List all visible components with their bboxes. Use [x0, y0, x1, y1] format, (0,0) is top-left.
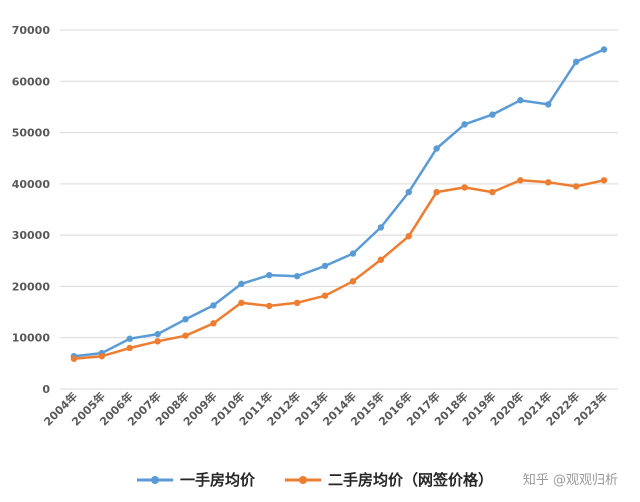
- data-point: [572, 58, 580, 65]
- legend-marker-2: [299, 476, 307, 484]
- data-point: [405, 232, 412, 240]
- data-point: [98, 352, 106, 360]
- data-point: [238, 299, 245, 307]
- legend-label-1: 一手房均价: [180, 471, 256, 489]
- data-point: [545, 101, 552, 108]
- series-line-1: [73, 48, 605, 358]
- data-point: [461, 121, 468, 128]
- gridlines: [60, 29, 618, 390]
- data-point: [349, 278, 357, 285]
- data-point: [461, 184, 468, 191]
- series-group: [70, 46, 608, 362]
- data-point: [572, 183, 580, 190]
- data-point: [126, 335, 133, 342]
- data-point: [377, 224, 385, 231]
- y-tick-label: 50000: [12, 127, 51, 140]
- y-tick-label: 10000: [12, 332, 51, 345]
- data-point: [154, 338, 161, 345]
- watermark-text: 知乎 @观观归析: [523, 472, 618, 488]
- y-tick-label: 0: [42, 383, 50, 396]
- series-line-2: [73, 179, 605, 360]
- data-point: [405, 188, 412, 196]
- data-point: [70, 355, 78, 362]
- data-point: [154, 330, 161, 338]
- data-point: [266, 302, 273, 310]
- data-point: [210, 320, 217, 327]
- data-point: [517, 97, 524, 104]
- data-point: [489, 111, 496, 118]
- data-point: [238, 280, 245, 288]
- y-tick-label: 70000: [12, 24, 51, 37]
- data-point: [293, 272, 301, 280]
- y-tick-label: 20000: [12, 280, 51, 293]
- y-tick-label: 30000: [12, 229, 51, 242]
- legend-marker-1: [151, 476, 159, 484]
- data-point: [377, 256, 385, 263]
- y-axis-ticks: 0 10000 20000 30000 40000 50000 60000 70000: [12, 24, 51, 396]
- data-point: [321, 292, 329, 299]
- data-point: [210, 302, 217, 309]
- y-tick-label: 40000: [12, 178, 51, 191]
- data-point: [266, 271, 273, 279]
- data-point: [600, 46, 608, 53]
- data-point: [433, 188, 440, 196]
- data-point: [182, 332, 189, 339]
- data-point: [321, 262, 329, 270]
- data-point: [349, 250, 357, 257]
- legend-label-2: 二手房均价（网签价格）: [328, 471, 493, 489]
- data-point: [545, 179, 552, 186]
- x-axis-ticks: 2004年2005年2006年2007年2008年2009年2010年2011年…: [41, 389, 610, 428]
- data-point: [517, 177, 524, 184]
- y-tick-label: 60000: [12, 75, 51, 88]
- data-point: [489, 188, 496, 196]
- legend: 一手房均价 二手房均价（网签价格）: [137, 471, 493, 489]
- data-point: [293, 299, 301, 307]
- data-point: [126, 344, 133, 352]
- series-1: [70, 46, 608, 360]
- data-point: [433, 145, 440, 152]
- series-2: [70, 177, 608, 362]
- data-point: [600, 177, 608, 184]
- data-point: [182, 316, 189, 323]
